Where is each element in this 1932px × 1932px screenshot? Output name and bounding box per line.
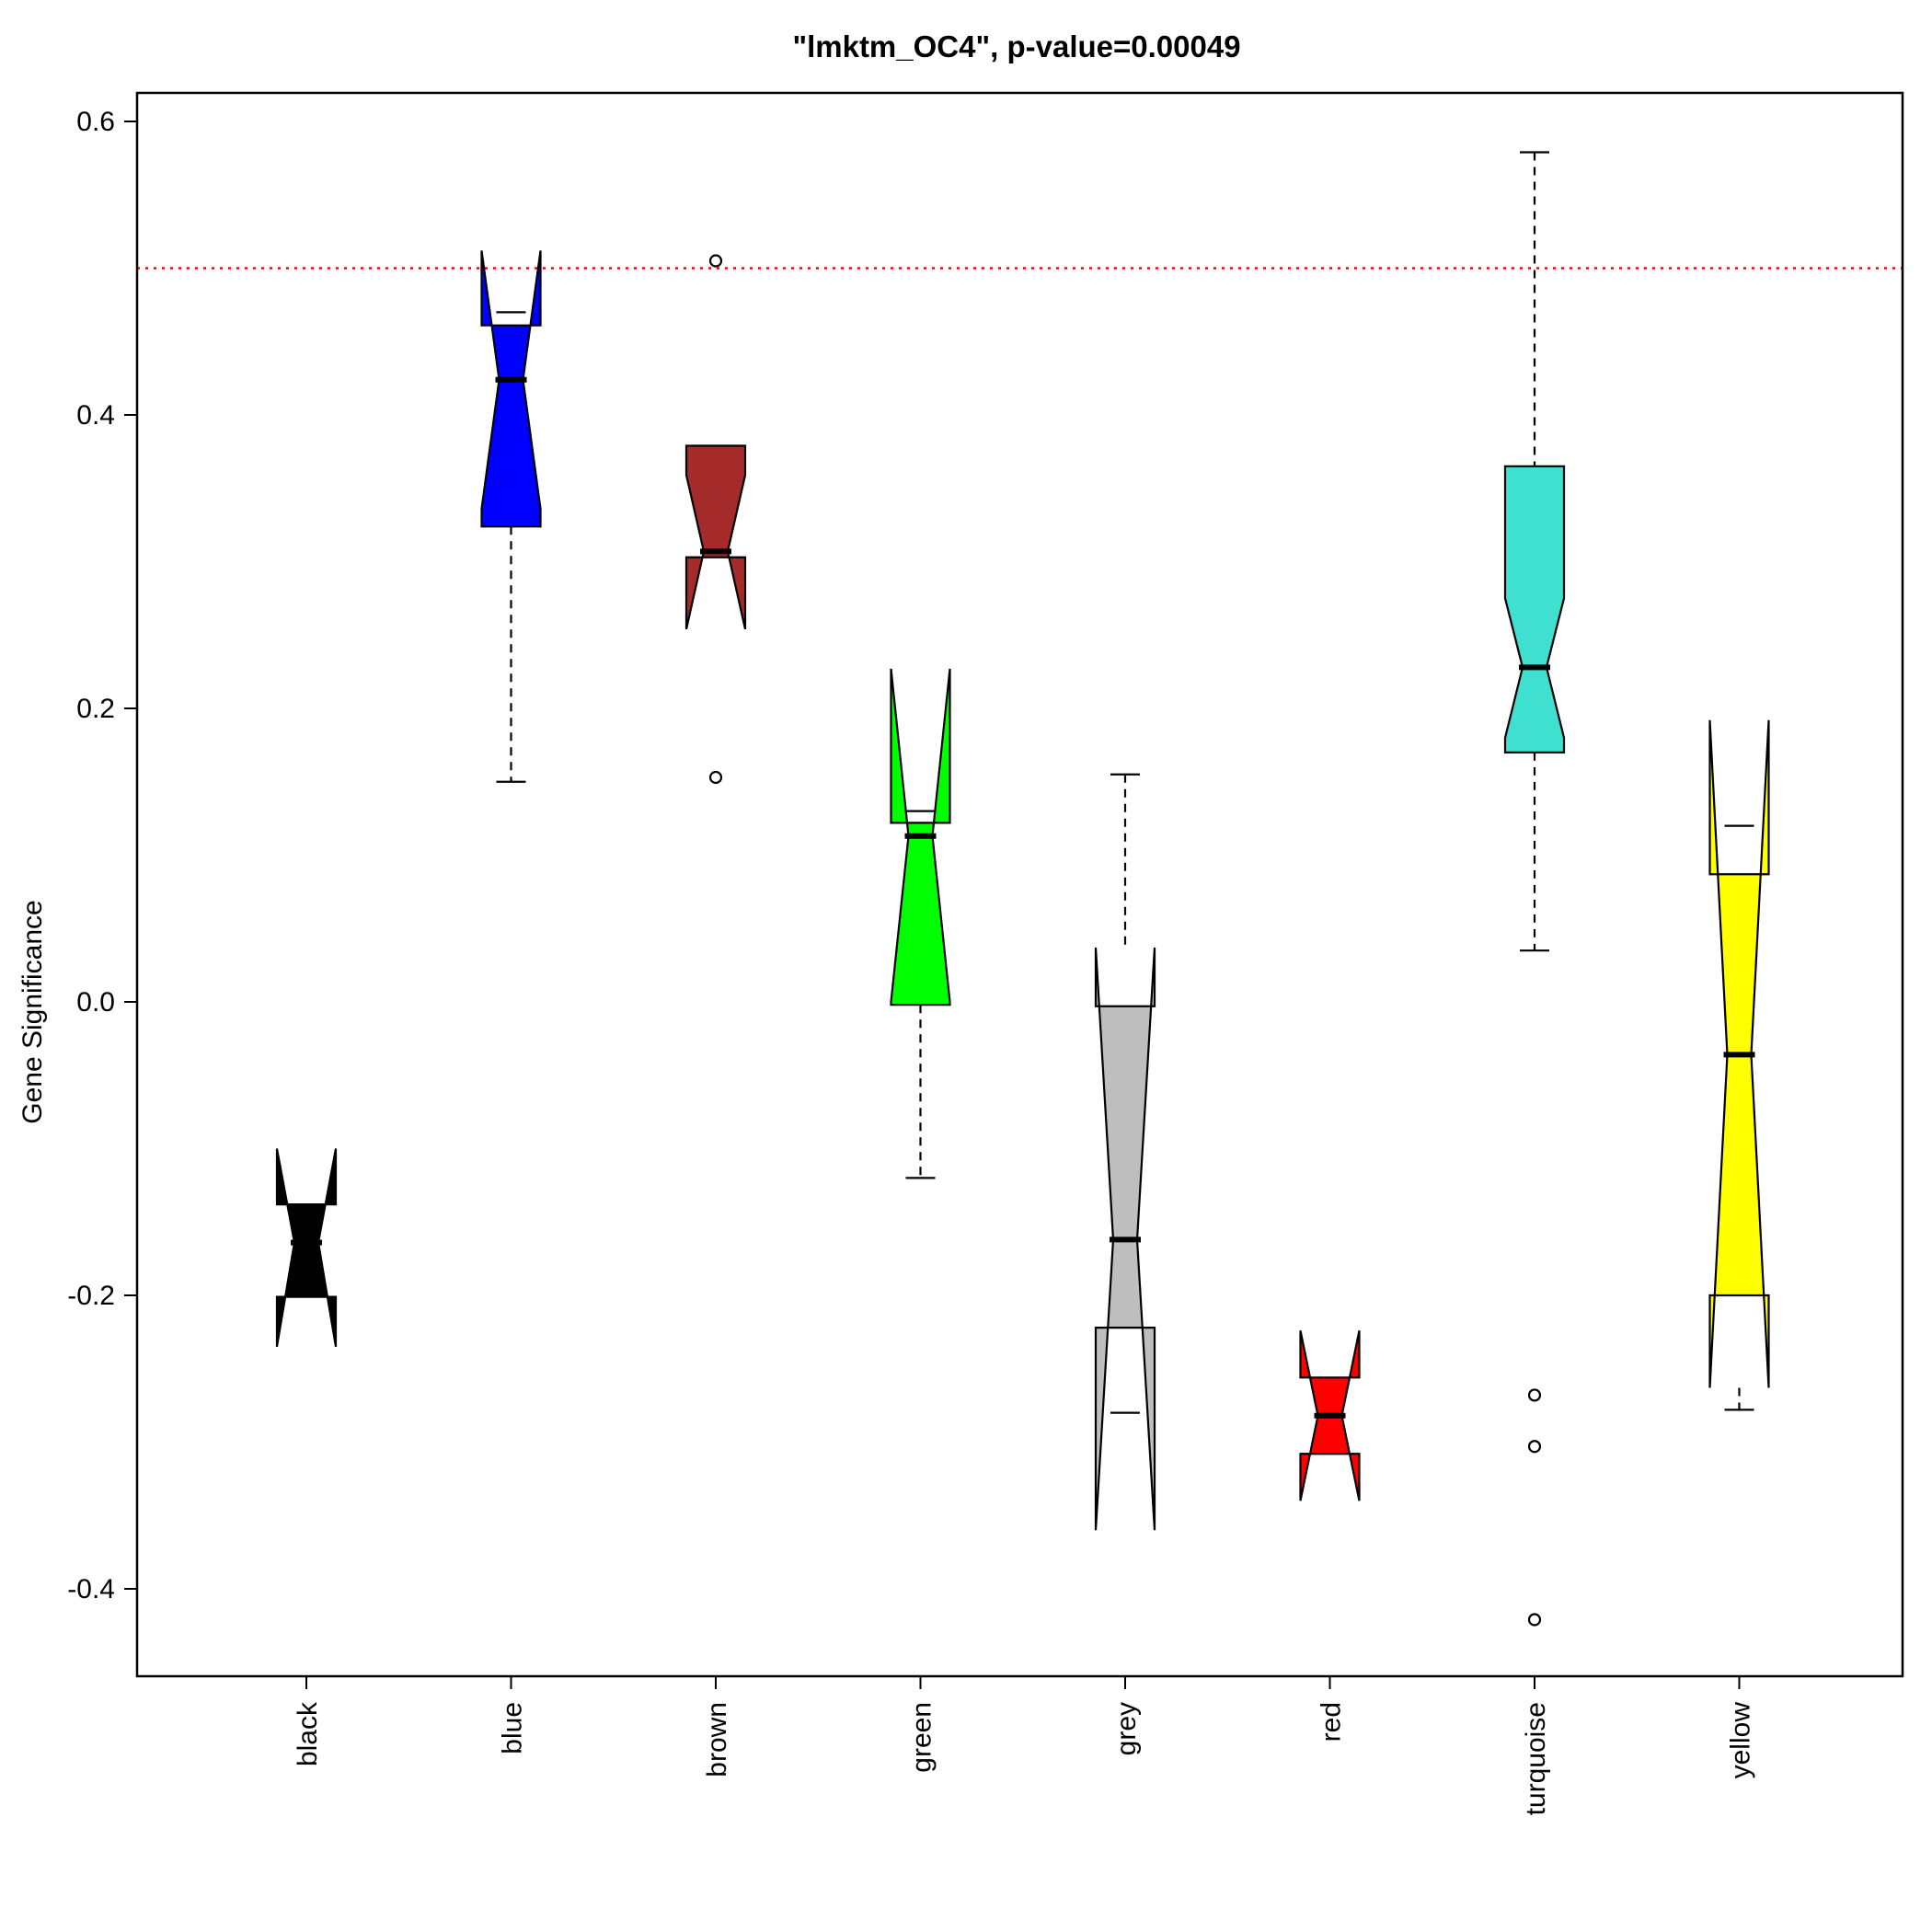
box-body bbox=[275, 1148, 338, 1348]
box-grey bbox=[1094, 773, 1156, 1531]
outlier-point bbox=[1527, 1440, 1542, 1454]
x-tick-label: grey bbox=[1111, 1702, 1142, 1755]
y-tick-label: 0.4 bbox=[76, 400, 115, 431]
x-tick-label: yellow bbox=[1726, 1702, 1756, 1779]
y-tick-label: 0.6 bbox=[76, 107, 115, 137]
box-body bbox=[1503, 465, 1566, 753]
x-tick-label: green bbox=[907, 1702, 937, 1773]
chart-title: "lmktm_OC4", p-value=0.00049 bbox=[792, 29, 1240, 63]
box-turquoise bbox=[1503, 151, 1566, 1627]
y-tick-label: 0.2 bbox=[76, 694, 115, 724]
box-brown bbox=[684, 254, 747, 785]
x-tick-label: black bbox=[293, 1701, 323, 1766]
x-tick-label: blue bbox=[498, 1702, 528, 1754]
box-green bbox=[890, 668, 951, 1179]
x-tick-label: brown bbox=[702, 1702, 732, 1777]
y-axis-title: Gene Significance bbox=[17, 900, 48, 1124]
box-black bbox=[275, 1148, 338, 1348]
outlier-point bbox=[1527, 1613, 1542, 1627]
x-tick-label: red bbox=[1317, 1702, 1347, 1742]
outlier-point bbox=[1527, 1388, 1542, 1402]
plot-frame bbox=[135, 91, 1904, 1678]
outlier-point bbox=[708, 770, 723, 785]
y-tick-label: 0.0 bbox=[76, 987, 115, 1018]
boxes-layer bbox=[275, 151, 1770, 1627]
outlier-point bbox=[708, 254, 723, 268]
box-blue bbox=[480, 250, 542, 783]
box-yellow bbox=[1708, 719, 1770, 1411]
box-body bbox=[684, 444, 747, 630]
y-tick-label: -0.2 bbox=[67, 1281, 115, 1311]
x-axis-labels: black blue brown green grey red turquoise yello… bbox=[293, 1676, 1756, 1815]
y-tick-label: -0.4 bbox=[67, 1574, 115, 1604]
x-tick-label: turquoise bbox=[1521, 1702, 1551, 1815]
box-body bbox=[480, 250, 542, 528]
y-axis: -0.4 -0.2 0.0 0.2 0.4 0.6 bbox=[67, 107, 138, 1604]
box-red bbox=[1299, 1330, 1361, 1501]
